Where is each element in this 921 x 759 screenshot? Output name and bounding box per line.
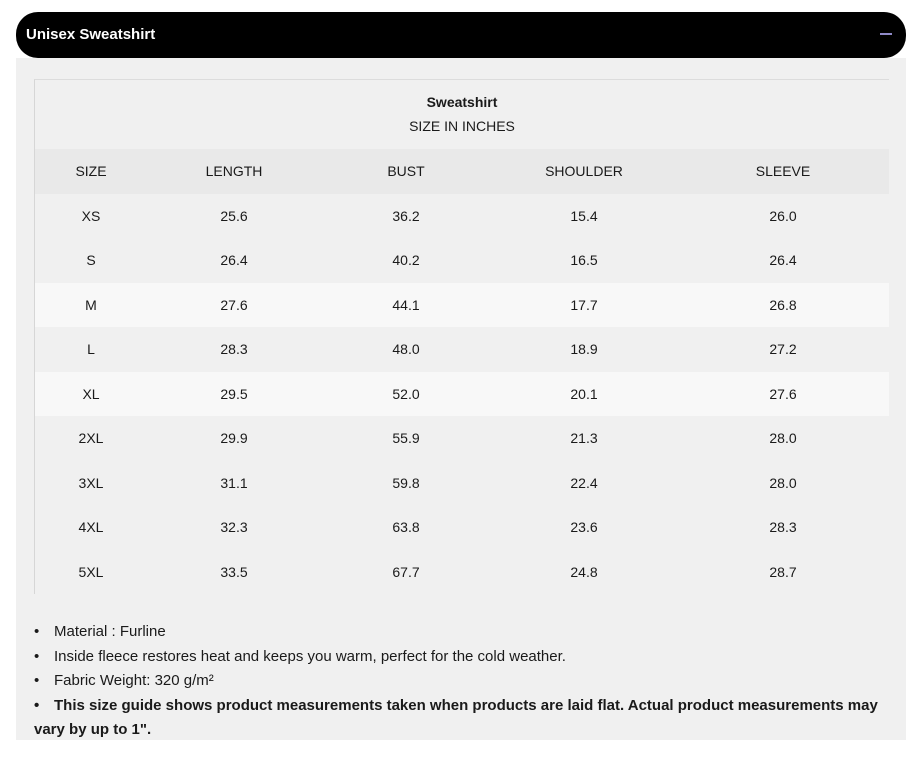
table-cell: 24.8 [570, 563, 598, 580]
table-cell: 28.0 [769, 430, 797, 447]
column-header: SIZE [35, 149, 147, 194]
table-cell: 20.1 [491, 371, 677, 416]
table-row: 3XL 31.1 59.8 22.4 28.0 [35, 461, 889, 506]
table-cell: 5XL [78, 563, 104, 580]
table-cell: 32.3 [220, 519, 248, 536]
table-cell: 21.3 [570, 430, 598, 447]
column-header: SLEEVE [677, 149, 889, 194]
table-cell: 29.5 [147, 371, 321, 416]
accordion-header[interactable]: Unisex Sweatshirt [16, 12, 906, 58]
note-text: Inside fleece restores heat and keeps yo… [54, 647, 566, 665]
table-cell: 59.8 [392, 474, 420, 491]
note-text: This size guide shows product measuremen… [34, 696, 878, 739]
column-header: SHOULDER [491, 149, 677, 194]
column-header: BUST [321, 149, 491, 194]
header-row: SIZE LENGTH BUST SHOULDER SLEEVE [35, 149, 889, 194]
table-row: M 27.6 44.1 17.7 26.8 [35, 282, 889, 327]
note-item: • Inside fleece restores heat and keeps y… [34, 645, 894, 670]
table-cell: 15.4 [570, 207, 598, 224]
column-header: LENGTH [147, 149, 321, 194]
table-row: XL 29.5 52.0 20.1 27.6 [35, 371, 889, 416]
bullet: • [34, 623, 40, 640]
table-cell: 40.2 [392, 252, 420, 269]
table-caption: Sweatshirt SIZE IN INCHES [35, 80, 889, 149]
note-item: • Fabric Weight: 320 g/m² [34, 669, 894, 694]
table-cell: XS [81, 207, 101, 224]
table-row: 5XL 33.5 67.7 24.8 28.7 [35, 550, 889, 595]
table-cell: 31.1 [220, 474, 248, 491]
notes: • Material : Furline • Inside fleece restor… [34, 620, 894, 743]
table-cell: 27.2 [769, 341, 797, 358]
collapse-icon[interactable] [880, 33, 892, 35]
table-cell: 26.0 [769, 207, 797, 224]
table: SIZE LENGTH BUST SHOULDER SLEEVE XS 25.6 36.2 15… [35, 149, 889, 594]
table-cell: 55.9 [392, 430, 420, 447]
table-cell: 36.2 [392, 207, 420, 224]
table-cell: 17.7 [491, 282, 677, 327]
accordion-panel: Sweatshirt SIZE IN INCHES SIZE LENGTH BUST… [16, 58, 906, 740]
table-cell: 67.7 [392, 563, 420, 580]
table-row: XS 25.6 36.2 15.4 26.0 [35, 194, 889, 239]
table-cell: 52.0 [321, 371, 491, 416]
table-cell: 18.9 [570, 341, 598, 358]
note-text: Fabric Weight: 320 g/m² [54, 672, 214, 689]
table-cell: 48.0 [392, 341, 420, 358]
table-cell: 23.6 [570, 519, 598, 536]
table-cell: 26.8 [677, 282, 889, 327]
table-cell: 27.6 [677, 371, 889, 416]
table-cell: 28.7 [769, 563, 797, 580]
table-cell: 4XL [78, 519, 104, 536]
table-cell: 26.4 [220, 252, 248, 269]
table-row: S 26.4 40.2 16.5 26.4 [35, 238, 889, 283]
table-cell: 29.9 [220, 430, 248, 447]
note-text: Material : Furline [54, 623, 166, 640]
table-cell: 25.6 [220, 207, 248, 224]
table-row: 4XL 32.3 63.8 23.6 28.3 [35, 505, 889, 550]
table-cell: 27.6 [147, 282, 321, 327]
table-cell: 44.1 [321, 282, 491, 327]
table-cell: 22.4 [570, 474, 598, 491]
size-table: Sweatshirt SIZE IN INCHES SIZE LENGTH BUST… [34, 79, 889, 594]
table-cell: 63.8 [392, 519, 420, 536]
accordion-title: Unisex Sweatshirt [26, 26, 156, 43]
note-item: • Material : Furline [34, 620, 894, 645]
table-cell: 28.3 [220, 341, 248, 358]
table-subtitle: SIZE IN INCHES [409, 118, 515, 134]
table-cell: 2XL [78, 430, 104, 447]
table-cell: 28.0 [769, 474, 797, 491]
table-cell: 28.3 [769, 519, 797, 536]
table-cell: S [86, 252, 96, 269]
table-row: L 28.3 48.0 18.9 27.2 [35, 327, 889, 372]
bullet: • [34, 672, 40, 689]
table-cell: M [35, 282, 147, 327]
note-item: • This size guide shows product measureme… [34, 694, 894, 743]
table-cell: 33.5 [220, 563, 248, 580]
table-title: Sweatshirt [426, 94, 498, 110]
table-row: 2XL 29.9 55.9 21.3 28.0 [35, 416, 889, 461]
table-cell: 16.5 [570, 252, 598, 269]
bullet: • [34, 647, 40, 665]
table-cell: XL [35, 371, 147, 416]
table-cell: L [87, 341, 95, 358]
bullet: • [34, 696, 40, 714]
table-cell: 26.4 [769, 252, 797, 269]
table-cell: 3XL [78, 474, 104, 491]
